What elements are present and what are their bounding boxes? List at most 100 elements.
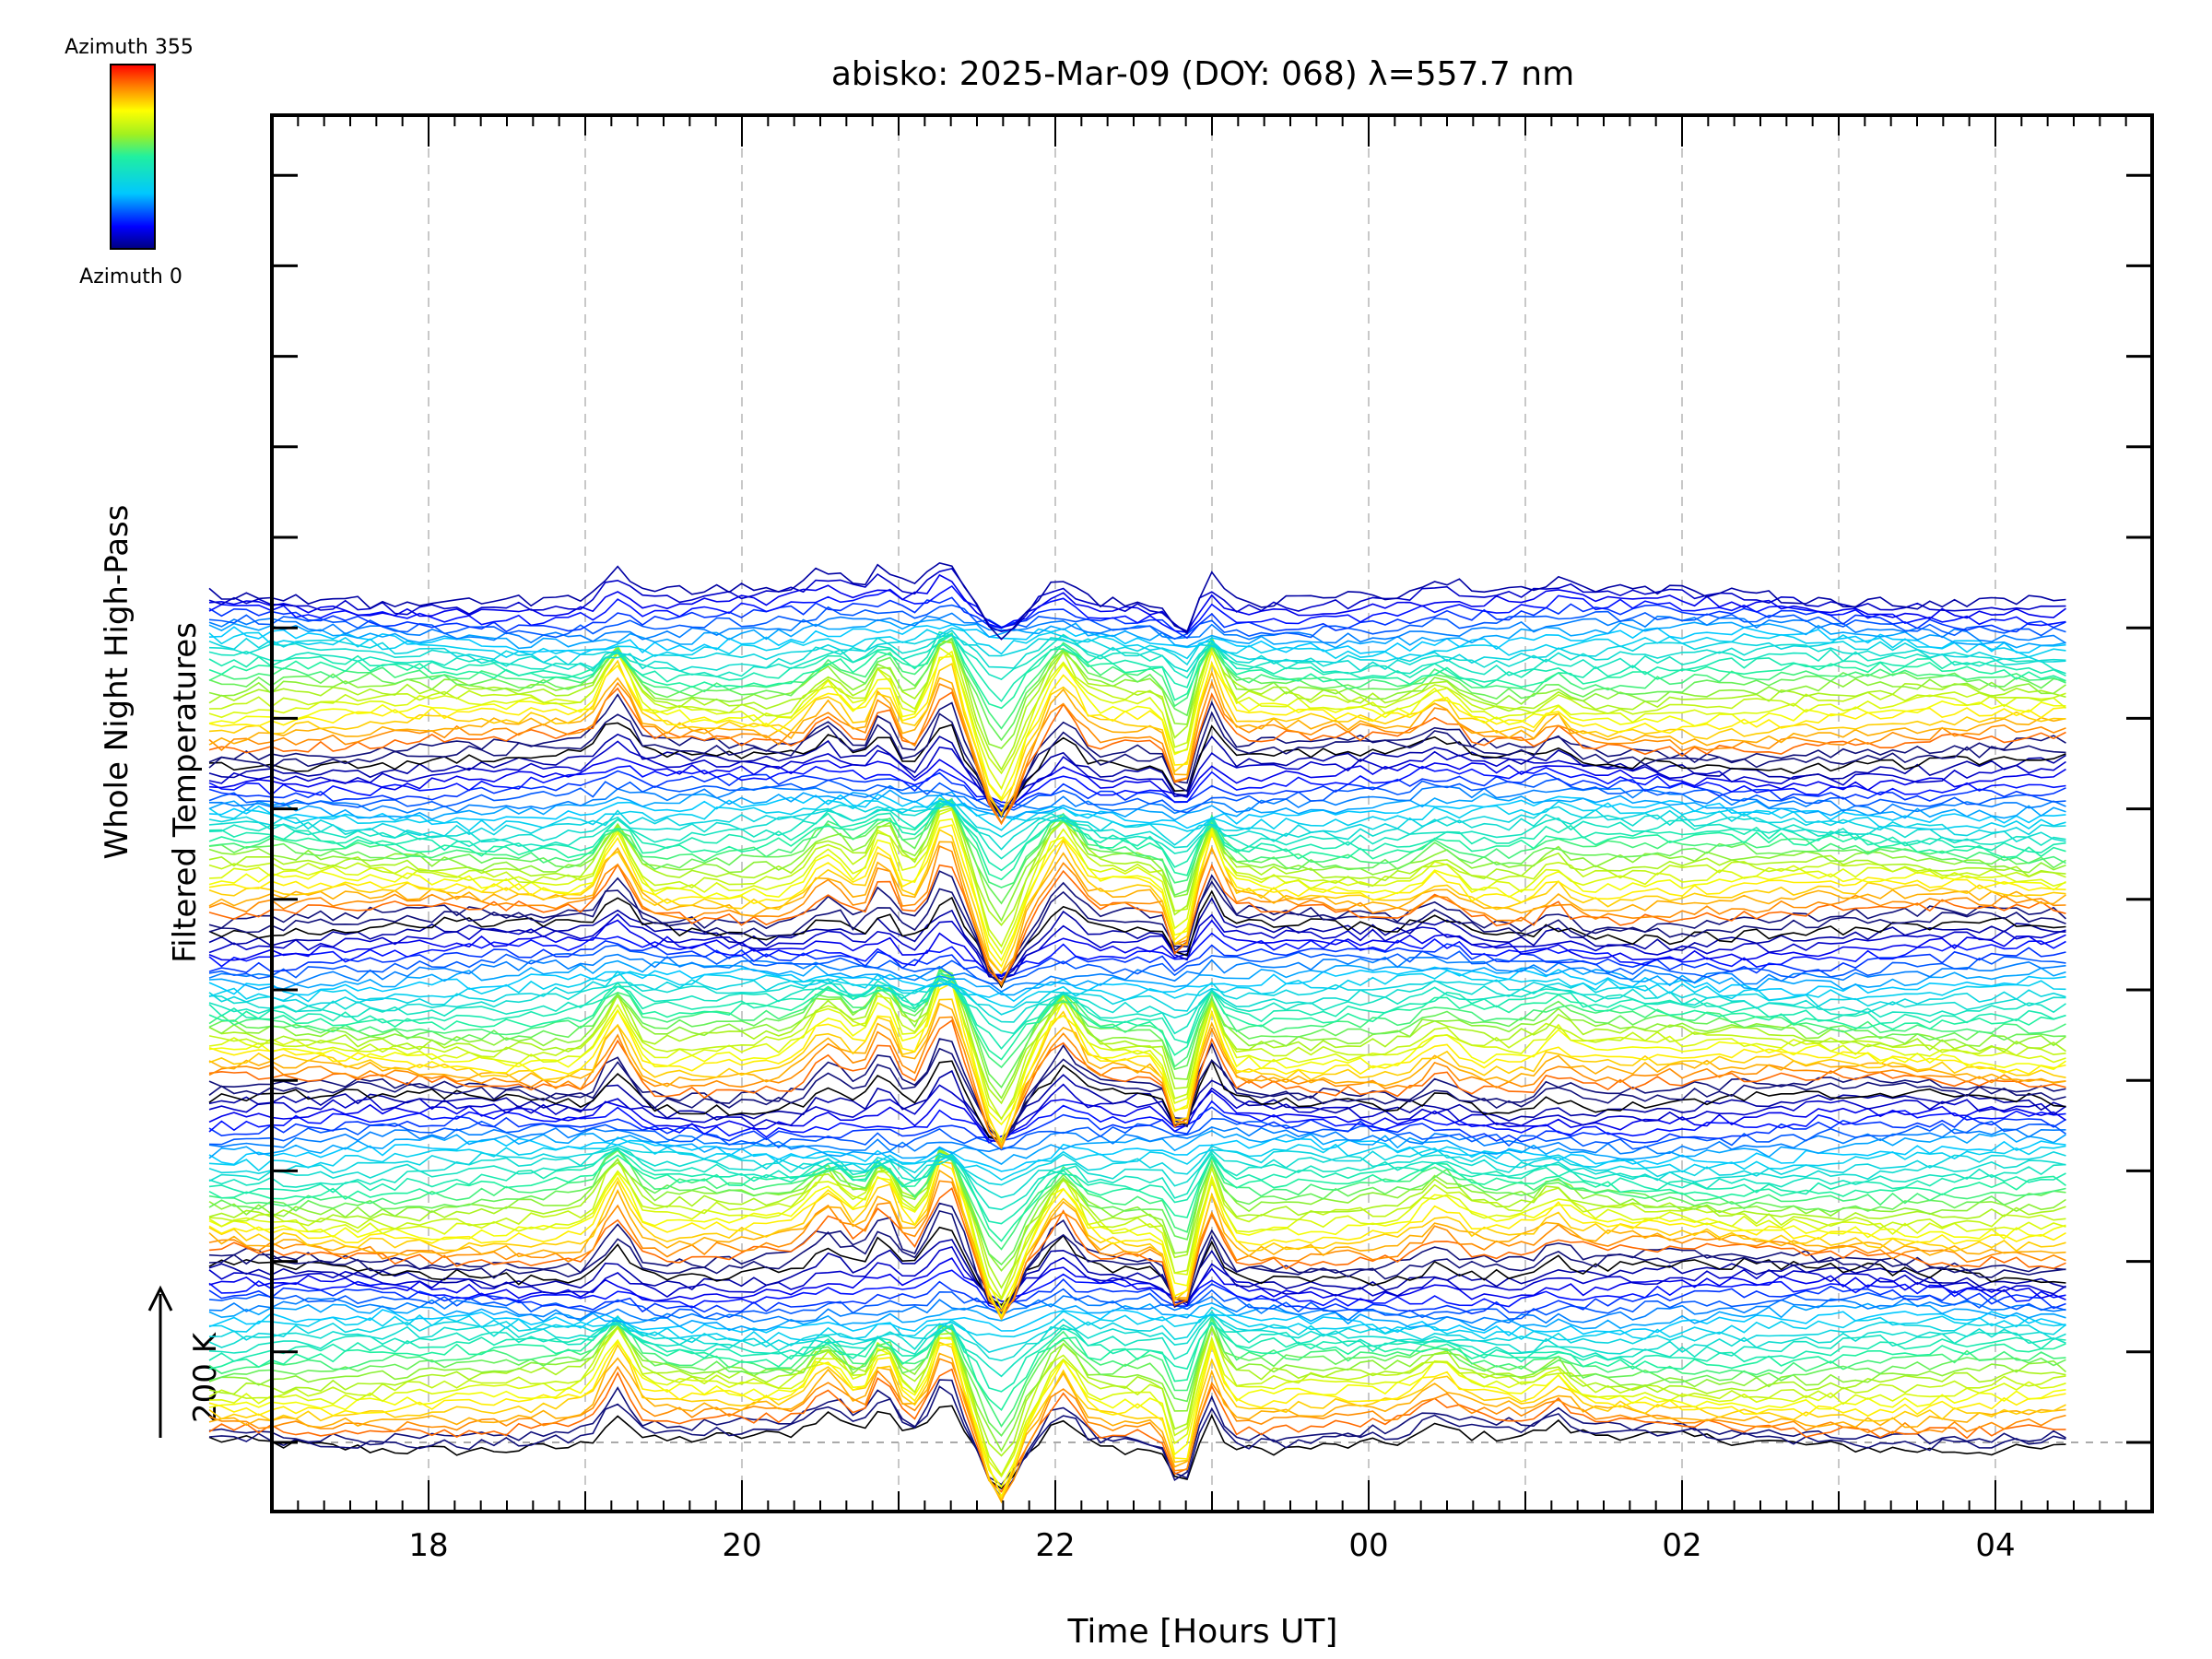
series-line-109 [208,799,2066,846]
series-line-100 [208,806,2066,948]
series-line-56 [208,1100,2066,1144]
series-line-137 [208,633,2066,681]
colorbar-bottom-label: Azimuth 0 [79,265,182,288]
series-line-106 [208,804,2066,872]
series-line-73 [208,968,2066,1089]
series-line-54 [208,1117,2066,1151]
x-tick-label: 04 [1975,1527,2015,1564]
series-line-144 [208,604,2066,641]
series-line-32 [208,1202,2066,1319]
series-line-19 [208,1313,2066,1353]
series-line-15 [208,1318,2066,1412]
series-line-25 [208,1277,2066,1315]
series-line-62 [208,1038,2066,1142]
series-line-105 [208,802,2066,881]
series-line-147 [208,573,2066,632]
series-line-124 [208,680,2066,826]
series-line-129 [208,641,2067,791]
series-line-14 [208,1314,2066,1429]
series-line-126 [208,659,2066,818]
series-line-2 [208,1379,2066,1500]
series-line-134 [208,631,2066,730]
series-line-108 [208,799,2066,851]
series-line-146 [208,584,2066,633]
y-axis-label-line1: Whole Night High-Pass [99,505,135,860]
series-line-90 [208,889,2066,989]
y-axis-label: Whole Night High-Pass Filtered Temperatu… [99,505,204,963]
plot-frame [270,113,2154,1513]
series-line-37 [208,1161,2066,1318]
series-line-102 [208,799,2066,923]
series-line-89 [208,897,2066,981]
series-line-18 [208,1311,2066,1362]
series-line-35 [208,1169,2066,1312]
series-line-138 [208,634,2066,673]
series-line-53 [208,1126,2066,1155]
series-line-6 [208,1341,2066,1500]
series-line-78 [208,979,2066,1023]
series-line-72 [208,969,2066,1100]
series-line-86 [208,932,2066,976]
series-line-110 [208,799,2066,832]
scale-label: 200 K [187,1331,224,1423]
series-line-120 [208,722,2066,816]
series-line-7 [208,1340,2066,1499]
x-tick-label: 20 [722,1527,761,1564]
series-line-26 [208,1269,2066,1312]
x-axis-label: Time [Hours UT] [1067,1613,1338,1651]
series-line-60 [208,1058,2066,1141]
series-line-116 [208,765,2066,805]
series-line-44 [208,1147,2066,1251]
series-line-63 [208,1018,2066,1148]
series-line-57 [208,1089,2066,1144]
series-group [208,562,2067,1504]
series-line-49 [208,1144,2066,1186]
series-line-117 [208,757,2066,812]
series-line-29 [208,1239,2066,1313]
series-line-81 [208,966,2066,1003]
x-tick-label: 00 [1348,1527,1388,1564]
series-line-23 [208,1295,2066,1324]
x-tick-label: 18 [408,1527,448,1564]
series-line-65 [208,1002,2066,1147]
colorbar: Azimuth 355 Azimuth 0 [65,36,194,288]
series-line-119 [208,733,2066,814]
series-line-43 [208,1149,2066,1266]
chart-title: abisko: 2025-Mar-09 (DOY: 068) λ=557.7 n… [831,55,1574,93]
series-line-123 [208,687,2066,826]
series-line-114 [208,778,2066,814]
series-line-94 [208,845,2066,987]
series-line-101 [208,805,2066,926]
series-line-141 [208,623,2066,655]
series-line-142 [208,618,2066,650]
series-line-21 [208,1309,2066,1337]
scale-arrow-head [147,1285,173,1312]
grid-lines [272,115,2152,1512]
series-line-47 [208,1147,2066,1211]
series-line-107 [208,799,2066,860]
series-line-52 [208,1130,2066,1165]
series-line-111 [208,793,2066,830]
series-line-84 [208,944,2066,984]
series-line-10 [208,1324,2066,1477]
series-line-85 [208,940,2066,977]
series-line-33 [208,1186,2066,1312]
series-line-148 [208,567,2066,635]
series-line-4 [208,1358,2066,1501]
series-line-143 [208,612,2066,644]
series-line-39 [208,1147,2066,1301]
colorbar-gradient [110,64,156,250]
series-line-99 [208,808,2066,955]
series-line-1 [208,1385,2066,1486]
series-line-97 [208,824,2066,969]
series-line-91 [208,880,2066,986]
series-line-149 [208,562,2066,641]
series-line-3 [208,1368,2066,1493]
series-line-46 [208,1148,2066,1225]
series-line-83 [208,953,2066,993]
series-line-51 [208,1137,2066,1172]
series-line-55 [208,1106,2066,1144]
series-line-8 [208,1336,2066,1488]
series-line-71 [208,975,2066,1105]
